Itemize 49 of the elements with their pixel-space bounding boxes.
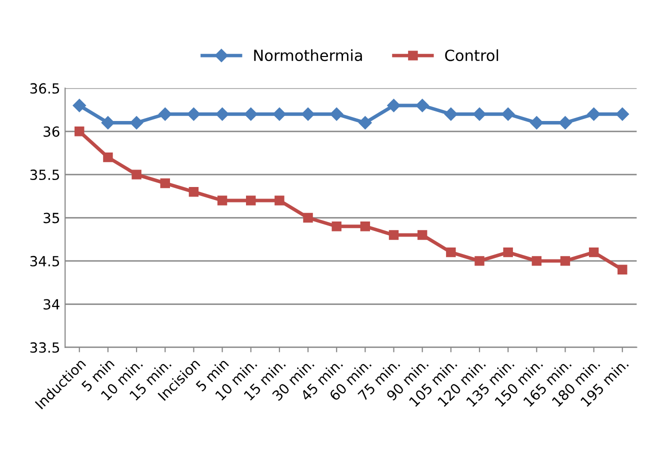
point [216, 108, 229, 121]
point [246, 196, 256, 206]
point [272, 108, 286, 121]
point [558, 116, 572, 130]
y-tick-label: 35 [44, 212, 60, 224]
point [560, 256, 570, 266]
point [103, 152, 113, 162]
y-tick-label: 34.5 [30, 256, 60, 266]
point [588, 247, 599, 258]
point [503, 247, 513, 258]
point [217, 196, 228, 206]
y-tick-label: 34 [44, 299, 60, 310]
point [188, 186, 199, 197]
point [388, 230, 399, 240]
y-tick-label: 36.5 [30, 83, 60, 94]
point [303, 212, 313, 223]
point [358, 116, 372, 130]
point [187, 108, 200, 121]
point [130, 116, 144, 130]
point [417, 230, 428, 240]
point [274, 196, 284, 206]
point [72, 98, 86, 112]
point [301, 108, 315, 121]
point [387, 98, 400, 112]
point [587, 108, 600, 121]
point [446, 247, 456, 258]
point [101, 116, 115, 130]
point [360, 222, 370, 232]
point [74, 126, 84, 136]
point [160, 178, 170, 188]
y-tick-label: 33.5 [30, 342, 60, 353]
point [472, 108, 486, 121]
y-tick-label: 35.5 [30, 170, 60, 180]
point [132, 170, 142, 180]
point [474, 256, 484, 266]
point [530, 116, 544, 130]
point [444, 108, 458, 121]
point [332, 222, 342, 232]
point [158, 108, 172, 121]
point [330, 108, 344, 121]
point [618, 264, 628, 274]
y-tick-label: 36 [44, 126, 60, 137]
point [416, 98, 429, 112]
point [244, 108, 258, 121]
legend-label: Normothermia [254, 49, 362, 62]
point [501, 108, 515, 121]
legend-label: Control [445, 49, 498, 62]
point [532, 256, 542, 266]
point [616, 108, 629, 121]
